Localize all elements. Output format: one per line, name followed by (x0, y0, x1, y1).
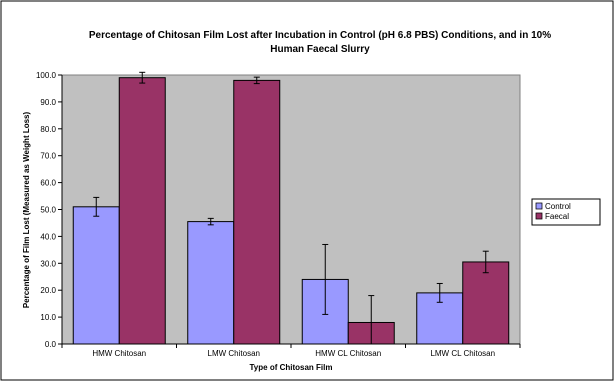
chart-title-line-1: Percentage of Chitosan Film Lost after I… (89, 30, 551, 41)
x-tick-label: HMW CL Chitosan (315, 349, 381, 358)
bar-faecal-0 (118, 77, 166, 345)
y-tick-label: 50.0 (40, 206, 56, 215)
legend-swatch-control (535, 202, 543, 210)
legend-box (531, 198, 601, 226)
y-tick-label: 80.0 (40, 125, 56, 134)
y-tick-label: 0.0 (45, 340, 57, 349)
y-tick-label: 30.0 (40, 259, 56, 268)
bar-control-1 (187, 221, 235, 345)
legend-swatch-faecal (535, 212, 543, 220)
legend-label-faecal: Faecal (545, 212, 569, 221)
y-tick-label: 90.0 (40, 98, 56, 107)
bars (72, 77, 510, 345)
y-tick-label: 100.0 (36, 71, 57, 80)
x-axis-title: Type of Chitosan Film (250, 363, 333, 372)
y-tick-label: 70.0 (40, 152, 56, 161)
x-tick-label: HMW Chitosan (92, 349, 146, 358)
bar-faecal-1 (233, 79, 281, 345)
legend-label-control: Control (545, 202, 571, 211)
y-tick-label: 40.0 (40, 232, 56, 241)
y-tick-label: 60.0 (40, 179, 56, 188)
y-tick-label: 20.0 (40, 286, 56, 295)
bar-control-0 (72, 206, 120, 345)
y-tick-label: 10.0 (40, 313, 56, 322)
bar-faecal-3 (462, 261, 510, 345)
chart-title-line-2: Human Faecal Slurry (270, 44, 370, 55)
y-axis: 0.0 10.0 20.0 30.0 40.0 50.0 60.0 70.0 80.0 90.0 1… (36, 71, 63, 349)
x-tick-label: LMW Chitosan (208, 349, 260, 358)
y-axis-title: Percentage of Film Lost (Measured as Wei… (22, 112, 31, 309)
error-bars (93, 71, 489, 345)
x-tick-label: LMW CL Chitosan (430, 349, 495, 358)
